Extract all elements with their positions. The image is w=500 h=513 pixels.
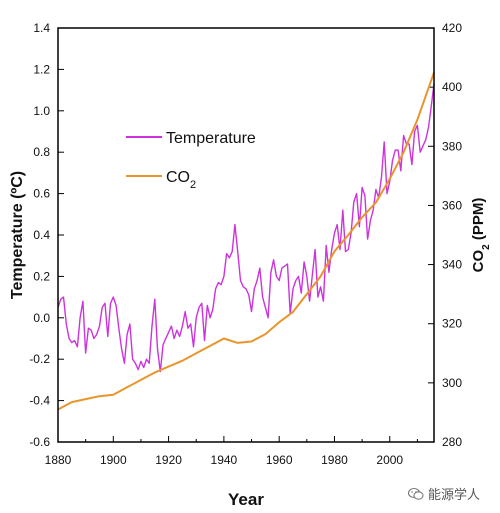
y-right-tick-label: 380 [442,139,462,153]
y-left-tick-label: 1.2 [33,62,50,76]
y-left-tick-label: 1.0 [33,104,50,118]
x-tick-label: 1960 [266,453,293,467]
y-left-tick-label: -0.2 [29,352,50,366]
y-left-tick-label: 0.6 [33,187,50,201]
x-tick-label: 1920 [155,453,182,467]
plot-frame [57,27,435,443]
y-left-tick-label: 1.4 [33,21,50,35]
y-right-tick-label: 360 [442,198,462,212]
y-left-axis-title: Temperature (ºC) [9,171,26,299]
y-right-tick-label: 420 [442,21,462,35]
co2-series-line [57,72,435,411]
y-right-tick-label: 400 [442,80,462,94]
y-left-tick-label: 0.2 [33,269,50,283]
temperature-series-line [57,83,435,373]
y-left-tick-label: -0.6 [29,435,50,449]
y-left-tick-label: 0.8 [33,145,50,159]
y-right-tick-label: 280 [442,435,462,449]
x-axis-title: Year [228,490,264,509]
y-right-axis-title: CO2 (PPM) [470,198,492,273]
wechat-icon [407,487,424,500]
y-right-tick-label: 340 [442,258,462,272]
x-tick-label: 1940 [211,453,238,467]
y-left-tick-label: 0.0 [33,311,50,325]
y-left-tick-label: 0.4 [33,228,50,242]
legend-temperature-label: Temperature [166,130,256,147]
legend-co2-label: CO2 [166,169,196,191]
watermark: 能源学人 [407,484,480,503]
x-tick-label: 1900 [100,453,127,467]
x-tick-label: 1880 [45,453,72,467]
x-tick-label: 1980 [321,453,348,467]
watermark-text: 能源学人 [427,488,480,503]
y-right-tick-label: 300 [442,376,462,390]
y-left-tick-label: -0.4 [29,394,50,408]
x-tick-label: 2000 [376,453,403,467]
y-right-tick-label: 320 [442,317,462,331]
